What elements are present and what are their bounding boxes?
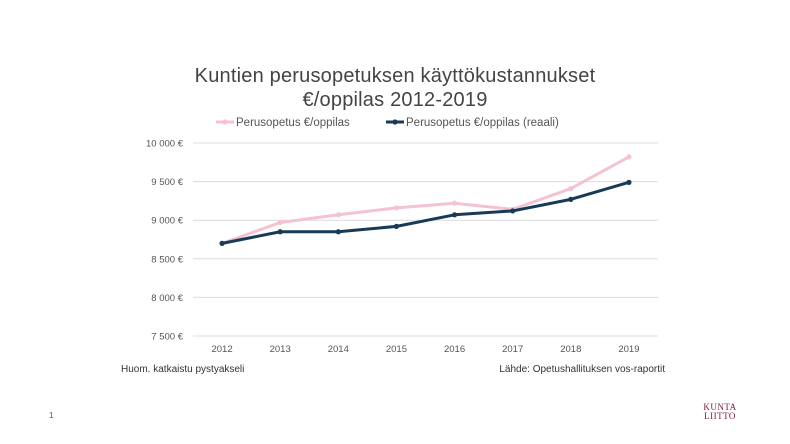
data-point xyxy=(277,229,283,235)
chart-legend: Perusopetus €/oppilas Perusopetus €/oppil… xyxy=(216,117,559,129)
data-point xyxy=(626,154,632,160)
logo-line-2: LIITTO xyxy=(704,411,736,421)
footnote-truncated-axis: Huom. katkaistu pystyakseli xyxy=(121,364,245,375)
series-line xyxy=(220,155,631,245)
x-tick-label: 2015 xyxy=(386,344,407,355)
x-axis: 2012 2013 2014 2015 2016 2017 2018 2019 xyxy=(211,344,639,355)
legend-label: Perusopetus €/oppilas xyxy=(236,117,350,129)
data-point xyxy=(219,240,225,246)
data-point xyxy=(568,185,574,192)
x-tick-label: 2014 xyxy=(328,344,349,355)
logo-line-1: KUNTA xyxy=(703,402,737,412)
y-tick-label: 8 500 € xyxy=(151,254,183,265)
data-point xyxy=(335,229,341,235)
data-point xyxy=(568,196,574,202)
series-line xyxy=(220,180,631,245)
legend-swatch-marker xyxy=(392,119,398,125)
chart-title-line-2: €/oppilas 2012-2019 xyxy=(302,89,488,111)
chart-series xyxy=(219,154,632,246)
data-point xyxy=(393,205,400,211)
data-point xyxy=(277,219,283,226)
x-tick-label: 2019 xyxy=(618,344,639,355)
y-tick-label: 9 000 € xyxy=(151,216,183,227)
y-tick-label: 10 000 € xyxy=(146,139,184,150)
data-point xyxy=(335,212,341,218)
data-point xyxy=(510,208,516,214)
y-tick-label: 7 500 € xyxy=(151,332,183,343)
x-tick-label: 2013 xyxy=(270,344,291,355)
data-point xyxy=(451,212,458,218)
x-tick-label: 2012 xyxy=(211,344,232,355)
y-tick-label: 8 000 € xyxy=(151,293,183,304)
chart-title-line-1: Kuntien perusopetuksen käyttökustannukse… xyxy=(194,65,596,87)
series-2 xyxy=(219,179,632,246)
data-point xyxy=(626,179,632,185)
source-note: Lähde: Opetushallituksen vos-raportit xyxy=(499,364,665,375)
y-axis: 7 500 € 8 000 € 8 500 € 9 000 € 9 500 € 10 00… xyxy=(146,139,184,343)
chart-grid xyxy=(193,142,658,337)
slide-number: 1 xyxy=(49,411,54,420)
x-tick-label: 2017 xyxy=(502,344,523,355)
legend-swatch-marker xyxy=(222,119,228,125)
y-tick-label: 9 500 € xyxy=(151,177,183,188)
x-tick-label: 2016 xyxy=(444,344,465,355)
kuntaliitto-logo: KUNTA LIITTO xyxy=(697,403,743,421)
x-tick-label: 2018 xyxy=(560,344,581,355)
data-point xyxy=(451,200,458,206)
legend-label: Perusopetus €/oppilas (reaali) xyxy=(406,117,559,129)
data-point xyxy=(393,223,400,229)
